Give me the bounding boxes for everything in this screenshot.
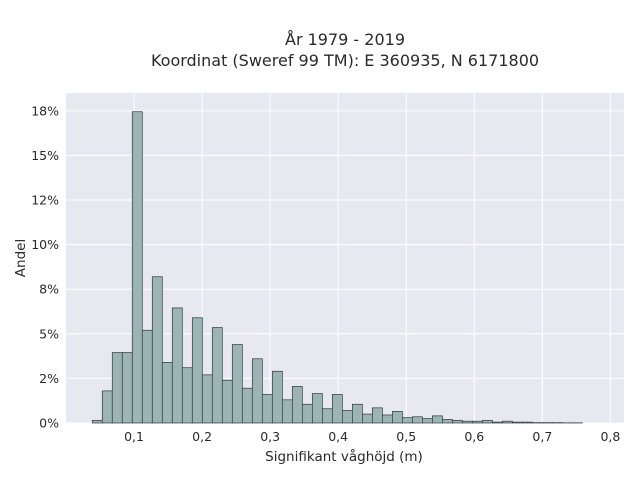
histogram-bar <box>452 419 463 424</box>
histogram-bar <box>181 367 193 424</box>
histogram-bar <box>141 329 153 424</box>
histogram-bar <box>161 362 173 424</box>
histogram-bar <box>522 421 533 424</box>
histogram-bar <box>251 358 263 424</box>
histogram-bar <box>231 344 243 424</box>
y-tick-label: 5% <box>39 326 59 341</box>
histogram-bar <box>171 307 183 424</box>
x-tick-label: 0,7 <box>532 429 552 444</box>
y-axis-ticks: 0% 2% 5% 8% 10% 12% 15% 18% <box>31 103 59 430</box>
histogram-bar <box>472 420 483 424</box>
histogram-bar <box>432 415 443 424</box>
histogram-bar <box>412 416 423 424</box>
x-axis-label: Signifikant våghöjd (m) <box>265 448 423 465</box>
x-tick-label: 0,6 <box>464 429 484 444</box>
y-tick-label: 15% <box>31 148 59 163</box>
histogram-bar <box>291 386 303 424</box>
x-tick-label: 0,3 <box>260 429 280 444</box>
histogram-bar <box>331 394 343 424</box>
y-tick-label: 10% <box>31 237 59 252</box>
histogram-bar <box>91 419 103 424</box>
histogram-bars <box>91 111 583 424</box>
histogram-bar <box>201 374 213 424</box>
chart-subtitle: Koordinat (Sweref 99 TM): E 360935, N 61… <box>151 51 539 70</box>
y-tick-label: 8% <box>39 282 59 297</box>
histogram-bar <box>261 394 273 424</box>
histogram-bar <box>392 411 403 424</box>
histogram-bar <box>492 421 503 424</box>
x-tick-label: 0,5 <box>396 429 416 444</box>
histogram-bar <box>271 370 283 424</box>
histogram-bar <box>422 418 433 424</box>
histogram-bar <box>121 352 133 424</box>
x-tick-label: 0,4 <box>328 429 348 444</box>
y-axis-label: Andel <box>13 239 29 277</box>
x-tick-label: 0,8 <box>600 429 620 444</box>
histogram-bar <box>111 352 123 424</box>
histogram-bar <box>482 419 493 424</box>
histogram-bar <box>321 408 333 424</box>
y-tick-label: 0% <box>39 416 59 431</box>
histogram-bar <box>362 413 373 424</box>
histogram-bar <box>301 403 313 424</box>
histogram-bar <box>462 420 473 424</box>
histogram-bar <box>341 410 353 424</box>
histogram-bar <box>372 407 383 424</box>
histogram-bar <box>512 421 523 424</box>
x-tick-label: 0,2 <box>192 429 212 444</box>
histogram-bar <box>402 417 413 424</box>
histogram-bar <box>502 420 513 424</box>
y-tick-label: 18% <box>31 103 59 118</box>
x-tick-label: 0,1 <box>124 429 144 444</box>
histogram-bar <box>131 111 143 424</box>
histogram-bar <box>191 317 203 424</box>
histogram-bar <box>311 393 323 424</box>
y-tick-label: 12% <box>31 193 59 208</box>
histogram-bar <box>442 419 453 424</box>
histogram-bar <box>351 403 363 424</box>
y-tick-label: 2% <box>39 371 59 386</box>
histogram-bar <box>221 379 233 424</box>
histogram-bar <box>151 276 163 424</box>
histogram-bar <box>241 387 253 424</box>
histogram-bar <box>211 327 223 424</box>
histogram-bar <box>281 399 293 424</box>
x-axis-ticks: 0,1 0,2 0,3 0,4 0,5 0,6 0,7 0,8 <box>124 429 620 444</box>
histogram-bar <box>101 390 113 424</box>
histogram-bar <box>382 414 393 424</box>
chart-title: År 1979 - 2019 <box>285 30 405 49</box>
